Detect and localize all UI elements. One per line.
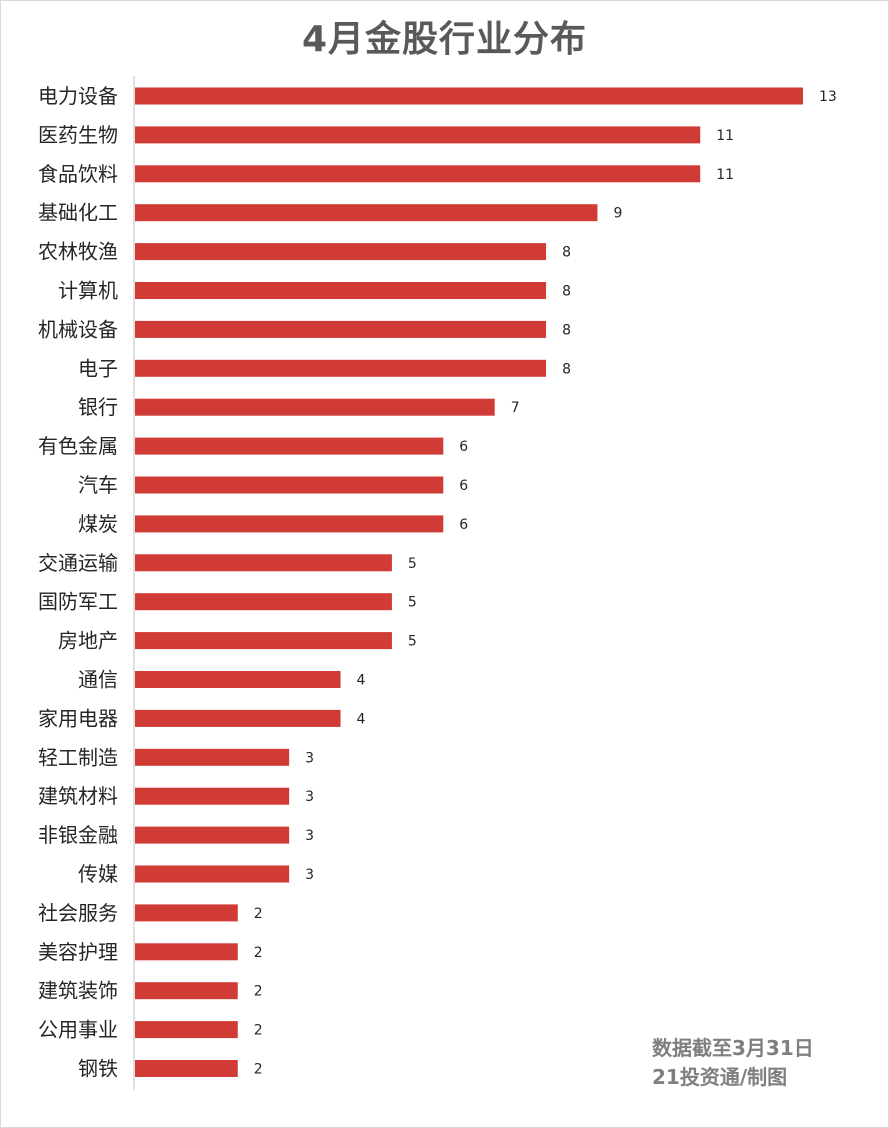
data-label: 2 bbox=[254, 984, 263, 1000]
category-label: 钢铁 bbox=[78, 1057, 118, 1081]
category-label: 社会服务 bbox=[38, 901, 118, 925]
chart-title: 4月金股行业分布 bbox=[301, 19, 588, 60]
category-label: 建筑装饰 bbox=[38, 979, 118, 1003]
category-label: 轻工制造 bbox=[38, 745, 118, 769]
bar bbox=[135, 865, 290, 883]
data-label: 8 bbox=[562, 361, 571, 377]
category-label: 交通运输 bbox=[38, 551, 118, 575]
footnote-source: 21投资通/制图 bbox=[652, 1065, 788, 1089]
category-label: 电子 bbox=[78, 356, 118, 380]
data-label: 7 bbox=[511, 400, 520, 416]
bar bbox=[135, 904, 238, 922]
category-label: 美容护理 bbox=[38, 940, 118, 964]
category-label: 国防军工 bbox=[38, 590, 118, 614]
category-label: 计算机 bbox=[58, 279, 118, 303]
bar bbox=[135, 282, 547, 299]
bar bbox=[135, 593, 392, 611]
category-label: 基础化工 bbox=[38, 201, 118, 225]
bar bbox=[135, 320, 547, 338]
bar bbox=[135, 787, 290, 805]
category-label: 通信 bbox=[78, 668, 118, 692]
category-label: 煤炭 bbox=[78, 512, 118, 536]
bar bbox=[135, 943, 238, 961]
data-label: 11 bbox=[716, 167, 734, 183]
category-label: 食品饮料 bbox=[38, 162, 118, 186]
bar bbox=[135, 1060, 238, 1077]
data-label: 5 bbox=[408, 634, 417, 650]
category-label: 机械设备 bbox=[38, 317, 118, 341]
bar bbox=[135, 126, 701, 144]
bar bbox=[135, 515, 444, 533]
bar bbox=[135, 982, 238, 1000]
category-label: 建筑材料 bbox=[38, 784, 118, 808]
category-label: 家用电器 bbox=[38, 706, 118, 730]
bar bbox=[135, 398, 495, 416]
bar bbox=[135, 1021, 238, 1039]
bar bbox=[135, 826, 290, 844]
bar bbox=[135, 204, 598, 222]
category-label: 房地产 bbox=[58, 629, 118, 653]
bar bbox=[135, 709, 341, 727]
data-label: 6 bbox=[459, 478, 468, 494]
bar bbox=[135, 748, 290, 766]
data-label: 4 bbox=[357, 673, 366, 689]
bar bbox=[135, 359, 547, 377]
data-label: 2 bbox=[254, 1062, 263, 1078]
bar bbox=[135, 437, 444, 455]
category-label: 有色金属 bbox=[38, 434, 118, 458]
category-label: 公用事业 bbox=[38, 1018, 118, 1042]
bar bbox=[135, 165, 701, 183]
data-label: 11 bbox=[716, 128, 734, 144]
category-label: 银行 bbox=[78, 395, 118, 419]
data-label: 3 bbox=[305, 867, 314, 883]
bar bbox=[135, 632, 392, 650]
bar bbox=[135, 671, 341, 688]
footnote-date: 数据截至3月31日 bbox=[652, 1036, 814, 1060]
category-label: 农林牧渔 bbox=[38, 240, 118, 264]
data-label: 5 bbox=[408, 556, 417, 572]
data-label: 8 bbox=[562, 284, 571, 300]
category-label: 传媒 bbox=[78, 862, 118, 886]
data-label: 5 bbox=[408, 595, 417, 611]
category-label: 电力设备 bbox=[38, 84, 118, 108]
bar bbox=[135, 243, 547, 261]
data-label: 2 bbox=[254, 906, 263, 922]
data-label: 9 bbox=[613, 206, 622, 222]
bar bbox=[135, 87, 803, 105]
data-label: 13 bbox=[819, 89, 837, 105]
bar bbox=[135, 554, 392, 572]
bar bbox=[135, 476, 444, 494]
category-label: 非银金融 bbox=[38, 823, 118, 847]
category-label: 汽车 bbox=[78, 473, 118, 497]
data-label: 8 bbox=[562, 322, 571, 338]
footnote: 数据截至3月31日 21投资通/制图 bbox=[652, 1034, 814, 1092]
data-label: 6 bbox=[459, 439, 468, 455]
data-label: 2 bbox=[254, 1023, 263, 1039]
data-label: 2 bbox=[254, 945, 263, 961]
category-label: 医药生物 bbox=[38, 123, 118, 147]
data-label: 3 bbox=[305, 828, 314, 844]
data-label: 6 bbox=[459, 517, 468, 533]
data-label: 3 bbox=[305, 750, 314, 766]
data-label: 8 bbox=[562, 245, 571, 261]
data-label: 3 bbox=[305, 789, 314, 805]
data-label: 4 bbox=[357, 711, 366, 727]
